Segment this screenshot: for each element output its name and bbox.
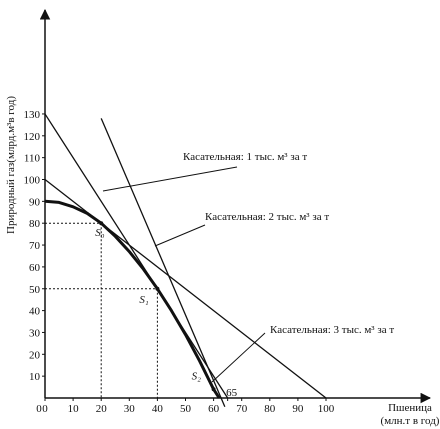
y-tick-label: 120: [24, 131, 41, 143]
annotation-leader: [154, 224, 206, 247]
annotation-leader: [211, 332, 266, 383]
x-tick-label: 80: [264, 403, 276, 415]
y-tick-label: 70: [29, 240, 41, 252]
x-tick-label: 100: [318, 403, 335, 415]
y-tick-label: 80: [29, 218, 41, 230]
tangent-line-3: [100, 118, 226, 407]
point-label: S₂: [192, 370, 202, 382]
point-marker: [99, 221, 104, 226]
annotation-leader: [102, 166, 238, 192]
x-tick-label: 30: [124, 403, 136, 415]
x-tick-label: 20: [96, 403, 108, 415]
tangent-annotation: Касательная: 1 тыс. м³ за т: [183, 151, 307, 163]
y-tick-label: 110: [24, 153, 41, 165]
y-tick-label: 50: [29, 284, 41, 296]
tangent-annotation: Касательная: 2 тыс. м³ за т: [205, 211, 329, 223]
origin-label: 0: [36, 403, 42, 415]
x-axis-label: Пшеница: [388, 402, 432, 414]
x-tick-label: 70: [236, 403, 248, 415]
y-tick-label: 60: [29, 262, 41, 274]
y-tick-label: 130: [24, 109, 41, 121]
x-tick-label: 65: [226, 387, 238, 399]
point-marker: [155, 286, 160, 291]
x-tick-label: 0: [42, 403, 48, 415]
tangent-line-2: [44, 113, 229, 399]
y-tick-label: 100: [24, 175, 41, 187]
point-marker: [211, 387, 216, 392]
production-possibility-curve: [44, 199, 221, 399]
x-tick-label: 10: [68, 403, 80, 415]
y-tick-label: 40: [29, 306, 41, 318]
x-tick-label: 60: [208, 403, 220, 415]
point-label: S₀: [95, 227, 105, 239]
x-tick-label: 40: [152, 403, 164, 415]
point-label: S₁: [139, 294, 149, 306]
x-tick-label: 50: [180, 403, 192, 415]
y-axis-label: Природный газ(млрд.м³в год): [5, 96, 17, 234]
y-tick-label: 30: [29, 327, 41, 339]
y-tick-label: 10: [29, 371, 41, 383]
tangent-annotation: Касательная: 3 тыс. м³ за т: [270, 324, 394, 336]
x-axis-units: (млн.т в год): [381, 415, 440, 427]
y-tick-label: 90: [29, 196, 41, 208]
x-tick-label: 90: [292, 403, 304, 415]
y-tick-label: 20: [29, 349, 41, 361]
